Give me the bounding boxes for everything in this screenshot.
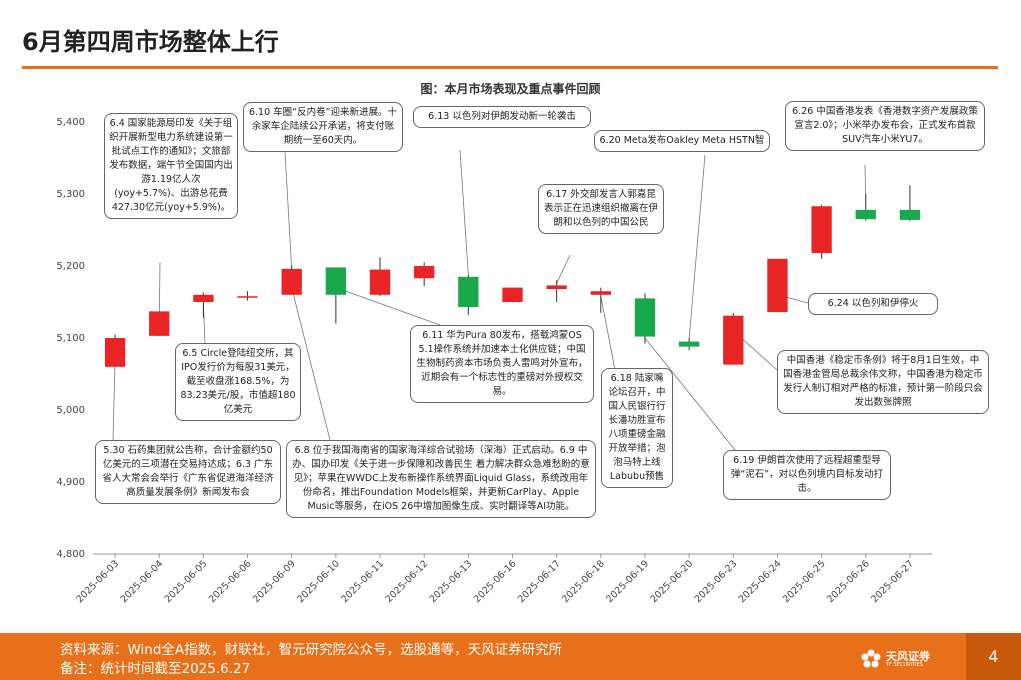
- footer-bar: 资料来源：Wind全A指数，财联社，智元研究院公众号，选股通等，天风证券研究所 …: [0, 633, 1021, 680]
- candle-up: [281, 268, 302, 295]
- annotation-0605: 6.5 Circle登陆纽交所，其IPO发行价为每股31美元，截至收盘涨168.…: [175, 343, 301, 421]
- y-tick-label: 4,900: [56, 477, 85, 488]
- annotation-0613: 6.13 以色列对伊朗发动新一轮袭击: [413, 106, 591, 128]
- x-tick-label: 2025-06-12: [383, 558, 430, 605]
- annotation-0604: 6.4 国家能源局印发《关于组织开展新型电力系统建设第一批试点工作的通知》；文旅…: [104, 113, 238, 219]
- x-tick-label: 2025-06-13: [428, 558, 475, 605]
- flower-logo-icon: [861, 649, 881, 668]
- candle-down: [458, 276, 479, 308]
- annotation-0610: 6.10 车圈“反内卷”迎来新进展。十余家车企陆续公开承诺，将支付账期统一至60…: [243, 102, 403, 152]
- x-tick-label: 2025-06-24: [737, 558, 784, 605]
- candle-up: [811, 206, 832, 254]
- logo-name: 天风证券: [886, 649, 930, 663]
- candle-up: [502, 287, 523, 302]
- candle-up: [414, 266, 435, 279]
- callout-connector: [688, 154, 706, 339]
- x-tick-label: 2025-06-04: [119, 558, 166, 605]
- annotation-0619: 6.19 伊朗首次使用了远程超重型导弹“泥石”，对以色列境内目标发动打击。: [723, 450, 891, 500]
- x-tick-label: 2025-06-18: [560, 558, 607, 605]
- candle-up: [193, 294, 214, 302]
- candle-up: [104, 338, 126, 367]
- callout-connector: [644, 337, 736, 451]
- annotation-0624: 6.24 以色列和伊停火: [808, 293, 938, 315]
- candle-up: [369, 269, 391, 295]
- candle-down: [634, 298, 656, 337]
- callout-connector: [284, 151, 293, 270]
- x-tick-label: 2025-06-17: [516, 558, 563, 605]
- annotation-0617: 6.17 外交部发言人郭嘉昆表示正在迅速组织撤离在伊朗和以色列的中国公民: [538, 184, 664, 234]
- annotation-0608: 6.8 位于我国海南省的国家海洋综合试验场（深海）正式启动。6.9 中办、国办印…: [286, 440, 596, 518]
- candle-down: [899, 209, 921, 220]
- x-tick-label: 2025-06-20: [648, 558, 695, 605]
- candle-down: [678, 341, 700, 347]
- y-tick-label: 5,000: [56, 405, 85, 416]
- x-tick-label: 2025-06-26: [825, 558, 872, 605]
- x-tick-label: 2025-06-10: [295, 558, 342, 605]
- candlestick-chart: 4,800 4,900 5,000 5,100 5,200 5,300 5,400 2025-…: [56, 117, 932, 605]
- x-tick-label: 2025-06-27: [869, 558, 916, 605]
- y-tick-label: 5,100: [56, 333, 85, 344]
- candle-up: [590, 291, 611, 295]
- tianfeng-logo: 天风证券 TF SECURITIES: [860, 648, 930, 670]
- callout-connector: [335, 287, 441, 326]
- annotation-0620: 6.20 Meta发布Oakley Meta HSTN智: [594, 130, 770, 152]
- x-tick-label: 2025-06-06: [207, 558, 254, 605]
- annotation-0626: 6.26 中国香港发表《香港数字资产发展政策宣言2.0》；小米举办发布会，正式发…: [785, 101, 985, 151]
- callout-connector: [556, 254, 571, 284]
- candle-up: [237, 296, 258, 298]
- annotation-0611: 6.11 华为Pura 80发布，搭载鸿蒙OS 5.1操作系统并加速本土化供应链…: [410, 325, 594, 403]
- y-tick-label: 5,300: [56, 189, 85, 200]
- y-tick-label: 5,400: [56, 117, 85, 128]
- candle-up: [546, 285, 567, 290]
- source-note: 资料来源：Wind全A指数，财联社，智元研究院公众号，选股通等，天风证券研究所: [60, 642, 563, 658]
- callout-connector: [600, 296, 616, 371]
- title-divider: [22, 66, 998, 69]
- callout-connector: [291, 287, 331, 441]
- annotation-hk: 中国香港《稳定币条例》将于8月1日生效，中国香港金管局总裁余伟文称，中国香港为稳…: [777, 350, 989, 414]
- callout-connector: [459, 149, 469, 276]
- candle-up: [767, 258, 788, 313]
- candle-up: [149, 311, 170, 336]
- candle-down: [855, 209, 876, 220]
- y-tick-label: 5,200: [56, 261, 85, 272]
- page-title: 6月第四周市场整体上行: [22, 28, 279, 56]
- candle-up: [723, 315, 744, 365]
- y-tick-label: 4,800: [56, 549, 85, 560]
- x-tick-label: 2025-06-16: [472, 558, 519, 605]
- x-tick-label: 2025-06-03: [74, 558, 121, 605]
- chart-title: 图：本月市场表现及重点事件回顾: [420, 82, 601, 96]
- date-note: 备注：统计时间截至2025.6.27: [60, 661, 251, 677]
- annotation-0530: 5.30 石药集团就公告称，合计金额约50亿美元的三项潜在交易持达成；6.3 广…: [95, 440, 281, 504]
- page-number: 4: [966, 633, 1021, 680]
- logo-subtitle: TF SECURITIES: [886, 661, 923, 668]
- candle-down: [325, 267, 347, 295]
- annotation-0618: 6.18 陆家嘴论坛召开，中国人民银行行长潘功胜宣布八项重磅金融开放举措；泡泡马…: [601, 368, 673, 488]
- x-tick-label: 2025-06-09: [251, 558, 298, 605]
- x-tick-label: 2025-06-05: [163, 558, 210, 605]
- x-tick-label: 2025-06-25: [781, 558, 828, 605]
- x-tick-label: 2025-06-23: [693, 558, 740, 605]
- x-tick-label: 2025-06-19: [604, 558, 651, 605]
- callout-connector: [112, 359, 116, 441]
- x-tick-label: 2025-06-11: [339, 558, 386, 605]
